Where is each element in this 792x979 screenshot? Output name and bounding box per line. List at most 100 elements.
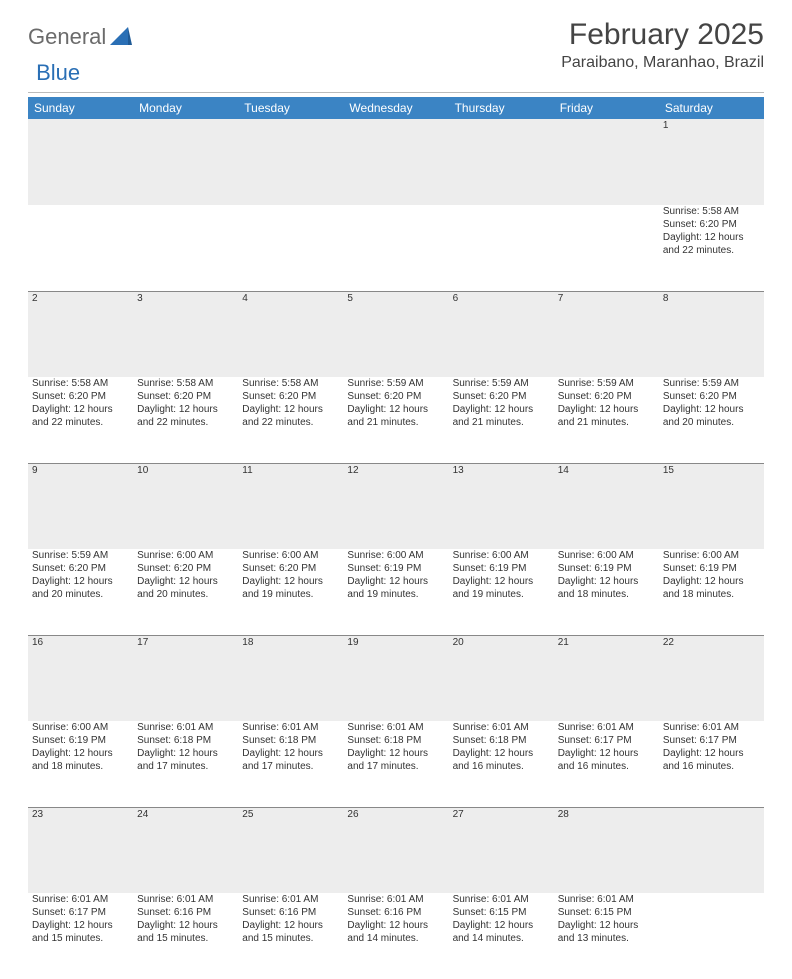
day-number [343,119,448,205]
sunrise-text: Sunrise: 6:01 AM [137,893,234,906]
daylight-text: and 18 minutes. [32,760,129,773]
day-cell: Sunrise: 5:58 AMSunset: 6:20 PMDaylight:… [238,377,343,463]
day-number: 23 [28,807,133,893]
sunset-text: Sunset: 6:20 PM [347,390,444,403]
day-number: 2 [28,291,133,377]
daylight-text: Daylight: 12 hours [453,575,550,588]
brand-logo: General [28,18,134,50]
day-cell: Sunrise: 6:01 AMSunset: 6:18 PMDaylight:… [343,721,448,807]
day-number [659,807,764,893]
day-number: 28 [554,807,659,893]
day-number: 1 [659,119,764,205]
sunrise-text: Sunrise: 6:01 AM [242,721,339,734]
day-number: 8 [659,291,764,377]
day-number: 17 [133,635,238,721]
day-number: 27 [449,807,554,893]
day-cell: Sunrise: 6:01 AMSunset: 6:17 PMDaylight:… [28,893,133,979]
sunrise-text: Sunrise: 6:01 AM [137,721,234,734]
weekday-header: Friday [554,97,659,119]
sunset-text: Sunset: 6:20 PM [453,390,550,403]
weekday-header-row: Sunday Monday Tuesday Wednesday Thursday… [28,97,764,119]
day-number: 3 [133,291,238,377]
daylight-text: and 16 minutes. [453,760,550,773]
sunset-text: Sunset: 6:18 PM [242,734,339,747]
sunset-text: Sunset: 6:20 PM [32,562,129,575]
day-number: 4 [238,291,343,377]
day-cell: Sunrise: 6:01 AMSunset: 6:16 PMDaylight:… [133,893,238,979]
day-cell: Sunrise: 5:59 AMSunset: 6:20 PMDaylight:… [659,377,764,463]
day-number: 9 [28,463,133,549]
daylight-text: and 22 minutes. [242,416,339,429]
sunset-text: Sunset: 6:19 PM [663,562,760,575]
day-cell [449,205,554,291]
weekday-header: Saturday [659,97,764,119]
sunrise-text: Sunrise: 6:00 AM [137,549,234,562]
sunrise-text: Sunrise: 6:00 AM [32,721,129,734]
daylight-text: Daylight: 12 hours [137,575,234,588]
day-cell: Sunrise: 6:01 AMSunset: 6:18 PMDaylight:… [238,721,343,807]
day-cell: Sunrise: 5:59 AMSunset: 6:20 PMDaylight:… [28,549,133,635]
day-cell [238,205,343,291]
daynum-row: 232425262728 [28,807,764,893]
sunrise-text: Sunrise: 5:59 AM [32,549,129,562]
daylight-text: Daylight: 12 hours [32,403,129,416]
day-number: 10 [133,463,238,549]
day-number: 16 [28,635,133,721]
daylight-text: and 16 minutes. [663,760,760,773]
day-number: 14 [554,463,659,549]
sunset-text: Sunset: 6:20 PM [663,390,760,403]
day-content-row: Sunrise: 5:58 AMSunset: 6:20 PMDaylight:… [28,377,764,463]
sunset-text: Sunset: 6:16 PM [242,906,339,919]
daylight-text: Daylight: 12 hours [32,747,129,760]
daynum-row: 1 [28,119,764,205]
daylight-text: Daylight: 12 hours [137,919,234,932]
sunset-text: Sunset: 6:20 PM [663,218,760,231]
sunrise-text: Sunrise: 6:01 AM [558,893,655,906]
weekday-header: Monday [133,97,238,119]
day-cell: Sunrise: 6:00 AMSunset: 6:20 PMDaylight:… [133,549,238,635]
daylight-text: and 19 minutes. [242,588,339,601]
sunrise-text: Sunrise: 5:58 AM [242,377,339,390]
sunrise-text: Sunrise: 6:00 AM [347,549,444,562]
sunrise-text: Sunrise: 6:01 AM [663,721,760,734]
day-cell: Sunrise: 5:59 AMSunset: 6:20 PMDaylight:… [554,377,659,463]
daylight-text: and 19 minutes. [347,588,444,601]
daylight-text: and 21 minutes. [558,416,655,429]
sunset-text: Sunset: 6:18 PM [347,734,444,747]
day-cell: Sunrise: 5:58 AMSunset: 6:20 PMDaylight:… [28,377,133,463]
daylight-text: and 15 minutes. [32,932,129,945]
daylight-text: Daylight: 12 hours [663,575,760,588]
daylight-text: Daylight: 12 hours [32,575,129,588]
day-cell: Sunrise: 6:01 AMSunset: 6:18 PMDaylight:… [449,721,554,807]
day-content-row: Sunrise: 6:01 AMSunset: 6:17 PMDaylight:… [28,893,764,979]
day-cell: Sunrise: 6:00 AMSunset: 6:19 PMDaylight:… [659,549,764,635]
daylight-text: and 18 minutes. [558,588,655,601]
sunrise-text: Sunrise: 5:58 AM [663,205,760,218]
daynum-row: 2345678 [28,291,764,377]
daylight-text: Daylight: 12 hours [453,403,550,416]
sunrise-text: Sunrise: 6:01 AM [242,893,339,906]
daylight-text: Daylight: 12 hours [558,403,655,416]
daylight-text: Daylight: 12 hours [347,575,444,588]
sunrise-text: Sunrise: 6:00 AM [663,549,760,562]
brand-part2: Blue [36,60,80,86]
day-number: 22 [659,635,764,721]
daylight-text: and 20 minutes. [663,416,760,429]
day-cell: Sunrise: 6:00 AMSunset: 6:19 PMDaylight:… [449,549,554,635]
daylight-text: and 13 minutes. [558,932,655,945]
daylight-text: Daylight: 12 hours [347,919,444,932]
day-number: 7 [554,291,659,377]
weekday-header: Tuesday [238,97,343,119]
daylight-text: and 14 minutes. [453,932,550,945]
daylight-text: Daylight: 12 hours [242,403,339,416]
daylight-text: and 15 minutes. [137,932,234,945]
day-number [238,119,343,205]
daylight-text: and 14 minutes. [347,932,444,945]
daylight-text: Daylight: 12 hours [663,231,760,244]
sunset-text: Sunset: 6:18 PM [453,734,550,747]
calendar-table: Sunday Monday Tuesday Wednesday Thursday… [28,97,764,979]
day-number: 18 [238,635,343,721]
daylight-text: Daylight: 12 hours [453,747,550,760]
day-number: 19 [343,635,448,721]
daylight-text: Daylight: 12 hours [558,919,655,932]
